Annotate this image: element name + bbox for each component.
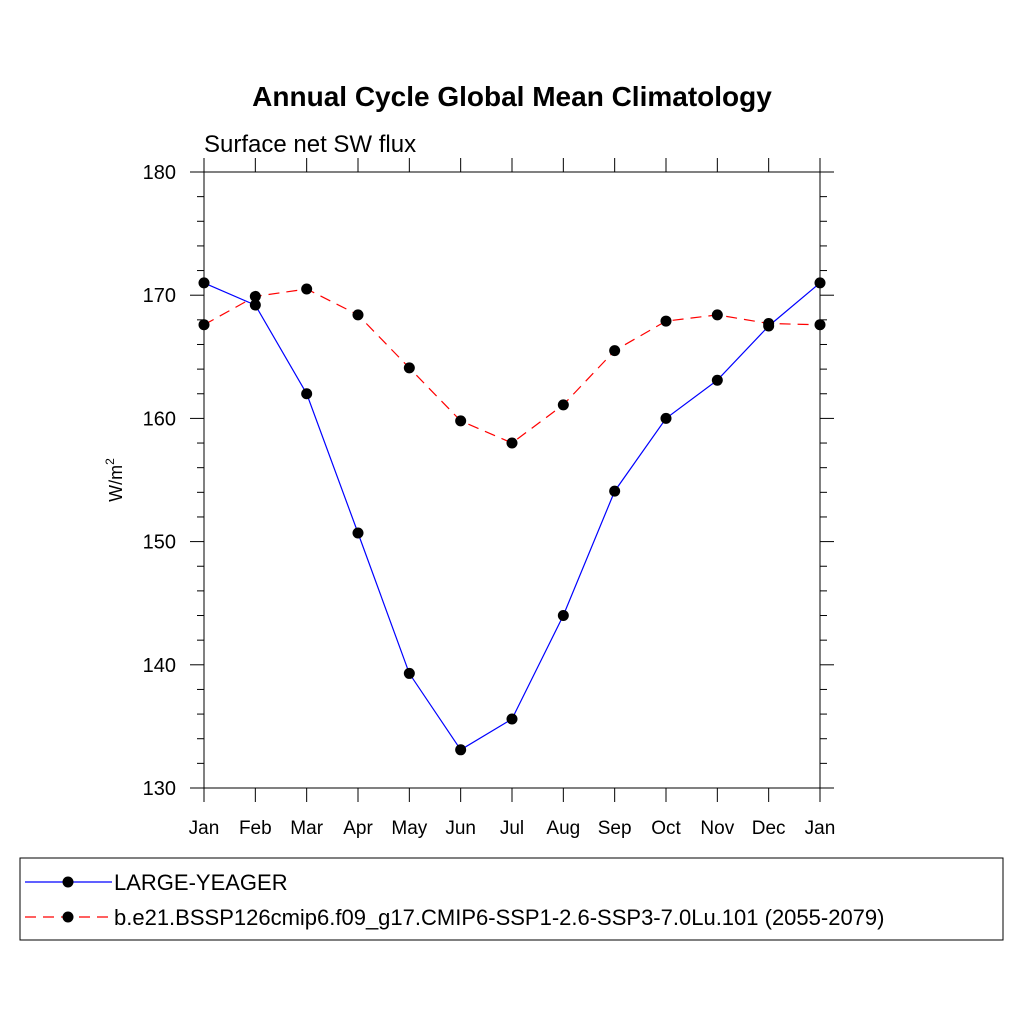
y-axis-label: W/m2 xyxy=(103,458,126,502)
plot-frame xyxy=(203,171,821,789)
y-tick-label: 180 xyxy=(143,162,176,184)
y-axis-label-superscript: 2 xyxy=(103,458,117,465)
data-point xyxy=(506,437,518,449)
series-layer xyxy=(198,277,826,756)
data-point xyxy=(711,309,723,321)
x-tick-label: Jan xyxy=(805,818,836,839)
data-point xyxy=(814,277,826,289)
x-tick-label: Dec xyxy=(752,818,786,839)
data-point xyxy=(763,318,775,330)
data-point xyxy=(814,319,826,331)
data-point xyxy=(660,315,672,327)
x-tick-label: Jul xyxy=(500,818,524,839)
x-tick-label: Apr xyxy=(343,818,373,839)
legend-label-2: b.e21.BSSP126cmip6.f09_g17.CMIP6-SSP1-2.… xyxy=(114,905,884,930)
y-axis-label-text: W/m xyxy=(106,465,126,502)
chart-title: Annual Cycle Global Mean Climatology xyxy=(252,81,772,112)
data-point xyxy=(711,374,723,386)
data-point xyxy=(455,744,467,756)
x-tick-label: Oct xyxy=(651,818,681,839)
chart-subtitle: Surface net SW flux xyxy=(204,131,416,158)
data-point xyxy=(198,277,210,289)
data-point xyxy=(403,667,415,679)
x-tick-label: Jun xyxy=(445,818,476,839)
y-tick-label: 170 xyxy=(143,285,176,307)
y-tick-label: 150 xyxy=(143,532,176,554)
data-point xyxy=(609,485,621,497)
legend-marker-1 xyxy=(62,876,74,888)
y-tick-label: 130 xyxy=(143,778,176,800)
x-tick-label: Nov xyxy=(700,818,734,839)
legend-marker-2 xyxy=(62,911,74,923)
legend-box xyxy=(19,857,1004,941)
axis-ticks xyxy=(190,158,834,802)
legend: LARGE-YEAGER b.e21.BSSP126cmip6.f09_g17.C… xyxy=(25,870,884,930)
x-tick-label: Feb xyxy=(239,818,272,839)
x-tick-label: Mar xyxy=(290,818,323,839)
series-2 xyxy=(198,283,826,449)
x-tick-label: May xyxy=(391,818,427,839)
data-point xyxy=(557,399,569,411)
x-tick-label: Aug xyxy=(546,818,580,839)
data-point xyxy=(403,362,415,374)
data-point xyxy=(301,283,313,295)
data-point xyxy=(455,415,467,427)
legend-label-1: LARGE-YEAGER xyxy=(114,870,288,895)
data-point xyxy=(249,299,261,311)
series-line xyxy=(203,288,821,444)
x-tick-label: Jan xyxy=(189,818,220,839)
series-1 xyxy=(198,277,826,756)
svg-text:W/m2: W/m2 xyxy=(103,458,126,502)
data-point xyxy=(249,290,261,302)
x-tick-label: Sep xyxy=(598,818,632,839)
x-tick-labels: Jan Feb Mar Apr May Jun Jul Aug Sep Oct Nov Dec Jan xyxy=(189,818,836,839)
y-tick-labels: 130 140 150 160 170 180 xyxy=(143,162,176,800)
data-point xyxy=(198,319,210,331)
data-point xyxy=(660,412,672,424)
series-line xyxy=(203,282,821,751)
data-point xyxy=(557,610,569,622)
data-point xyxy=(301,388,313,400)
data-point xyxy=(352,309,364,321)
y-tick-label: 160 xyxy=(143,408,176,430)
data-point xyxy=(506,713,518,725)
data-point xyxy=(609,345,621,357)
y-tick-label: 140 xyxy=(143,655,176,677)
data-point xyxy=(352,527,364,539)
